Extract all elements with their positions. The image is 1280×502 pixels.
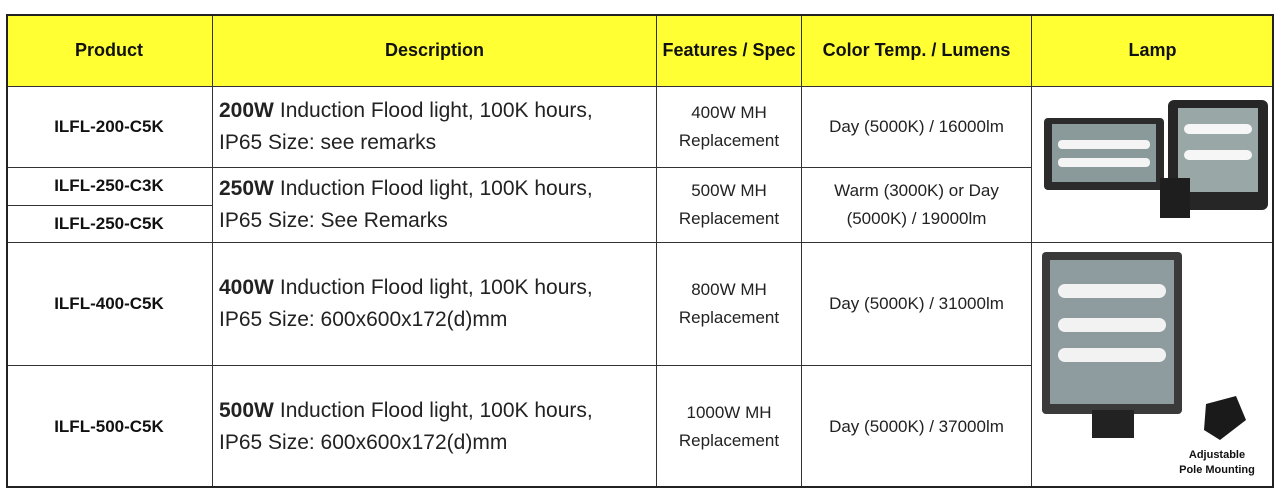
description-line: IP65 Size: 600x600x172(d)mm [219, 427, 507, 459]
color-cell: Day (5000K) / 37000lm [802, 366, 1032, 488]
header-cell: Color Temp. / Lumens [802, 14, 1032, 87]
header-cell: Product [6, 14, 213, 87]
description-line: IP65 Size: See Remarks [219, 205, 448, 237]
color-line: Day (5000K) / 37000lm [829, 416, 1004, 436]
description-cell: 500W Induction Flood light, 100K hours, IP… [213, 366, 657, 488]
product-cell: ILFL-500-C5K [6, 366, 213, 488]
product-cell: ILFL-400-C5K [6, 243, 213, 366]
description-cell: 400W Induction Flood light, 100K hours, IP… [213, 243, 657, 366]
description-line: 250W Induction Flood light, 100K hours, [219, 173, 593, 205]
spec-line: 800W MH [691, 280, 767, 299]
product-code: ILFL-200-C5K [54, 117, 164, 136]
color-line: (5000K) / 19000lm [846, 209, 987, 228]
description-text: Induction Flood light, 100K hours, [279, 99, 593, 122]
spec-line: 400W MH [691, 103, 767, 122]
description-line: 400W Induction Flood light, 100K hours, [219, 272, 593, 304]
description-line: 500W Induction Flood light, 100K hours, [219, 395, 593, 427]
spec-line: Replacement [678, 308, 780, 327]
header-text: Description [384, 39, 485, 60]
spec-line: Replacement [678, 209, 780, 228]
product-cell: ILFL-250-C3K [6, 168, 213, 206]
description-text: IP65 Size: 600x600x172(d)mm [219, 430, 508, 454]
product-code: ILFL-250-C5K [54, 213, 164, 233]
spec-line: 1000W MH [686, 402, 772, 422]
header-cell: Features / Spec [657, 14, 802, 87]
lamp-cell [1032, 87, 1274, 243]
color-line: Warm (3000K) or Day [834, 181, 999, 200]
description-text: IP65 Size: 600x600x172(d)mm [219, 308, 508, 331]
header-cell: Description [213, 14, 657, 87]
color-line: Day (5000K) / 16000lm [829, 117, 1004, 136]
description-line: IP65 Size: see remarks [219, 127, 436, 159]
product-code: ILFL-500-C5K [54, 416, 164, 436]
wattage: 400W [219, 276, 274, 299]
spec-cell: 1000W MH Replacement [657, 366, 802, 488]
color-cell: Day (5000K) / 31000lm [802, 243, 1032, 366]
lamp-caption: Pole Mounting [1179, 464, 1255, 476]
description-line: 200W Induction Flood light, 100K hours, [219, 95, 593, 127]
color-cell: Warm (3000K) or Day (5000K) / 19000lm [802, 168, 1032, 243]
lamp-caption: Adjustable [1188, 449, 1246, 461]
description-cell: 200W Induction Flood light, 100K hours, IP… [213, 87, 657, 168]
header-text: Features / Spec [662, 39, 796, 60]
wattage: 200W [219, 99, 274, 122]
product-cell: ILFL-250-C5K [6, 205, 213, 243]
description-text: Induction Flood light, 100K hours, [279, 398, 593, 422]
color-line: Day (5000K) / 31000lm [829, 294, 1004, 313]
spec-cell: 400W MH Replacement [657, 87, 802, 168]
spec-line: Replacement [678, 131, 780, 150]
wattage: 500W [219, 398, 274, 422]
description-text: IP65 Size: see remarks [219, 131, 437, 154]
color-cell: Day (5000K) / 16000lm [802, 87, 1032, 168]
lamp-photo-large [1042, 252, 1246, 440]
description-text: Induction Flood light, 100K hours, [279, 177, 593, 200]
wattage: 250W [219, 177, 274, 200]
header-text: Product [74, 39, 143, 60]
product-code: ILFL-250-C3K [54, 176, 164, 196]
header-text: Lamp [1128, 39, 1177, 60]
header-cell: Lamp [1032, 14, 1274, 87]
product-cell: ILFL-200-C5K [6, 87, 213, 168]
description-line: IP65 Size: 600x600x172(d)mm [219, 304, 507, 336]
description-text: Induction Flood light, 100K hours, [279, 276, 593, 299]
description-text: IP65 Size: See Remarks [219, 209, 448, 232]
description-cell: 250W Induction Flood light, 100K hours, IP… [213, 168, 657, 243]
spec-line: Replacement [678, 430, 780, 450]
header-text: Color Temp. / Lumens [822, 39, 1011, 60]
spec-cell: 500W MH Replacement [657, 168, 802, 243]
spec-line: 500W MH [691, 181, 767, 200]
lamp-photo-small [1044, 100, 1268, 218]
spec-cell: 800W MH Replacement [657, 243, 802, 366]
product-code: ILFL-400-C5K [54, 294, 164, 313]
